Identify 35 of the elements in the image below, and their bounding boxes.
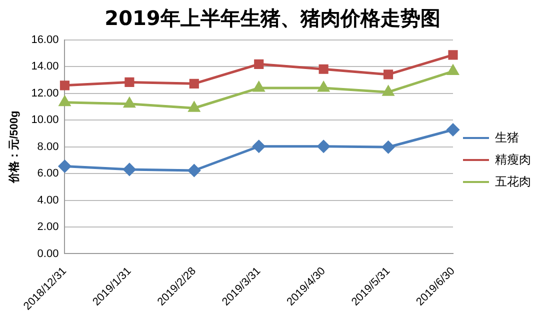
chart-title: 2019年上半年生猪、猪肉价格走势图 [104, 6, 440, 30]
y-tick-label: 8.00 [37, 140, 59, 153]
y-tick-label: 0.00 [37, 248, 59, 260]
legend-label: 精瘦肉 [495, 152, 531, 166]
point [58, 160, 71, 172]
point [382, 140, 395, 154]
point [59, 96, 70, 106]
y-tick-label: 16.00 [31, 34, 59, 46]
y-axis-title: 价格：元/500g [8, 110, 21, 184]
y-tick-label: 12.00 [31, 87, 59, 100]
point [446, 124, 460, 136]
point [447, 65, 459, 76]
point [188, 102, 200, 112]
point [252, 140, 266, 153]
point [317, 140, 330, 153]
y-tick-label: 6.00 [37, 168, 59, 180]
point [384, 70, 394, 80]
y-tick-label: 4.00 [37, 194, 59, 206]
y-tick-label: 2.00 [37, 221, 59, 234]
y-tick-label: 14.00 [31, 60, 59, 73]
point [253, 82, 264, 92]
point [254, 59, 264, 69]
legend-label: 五花肉 [495, 174, 531, 188]
point [123, 163, 136, 176]
point [318, 64, 328, 74]
y-tick-label: 10.00 [31, 114, 59, 126]
point [448, 50, 458, 60]
point [382, 86, 394, 96]
point [318, 82, 330, 92]
legend-label: 生猪 [495, 130, 519, 144]
point [189, 78, 199, 88]
point [124, 77, 134, 87]
point [124, 98, 136, 108]
point [188, 164, 200, 177]
point [60, 80, 70, 90]
